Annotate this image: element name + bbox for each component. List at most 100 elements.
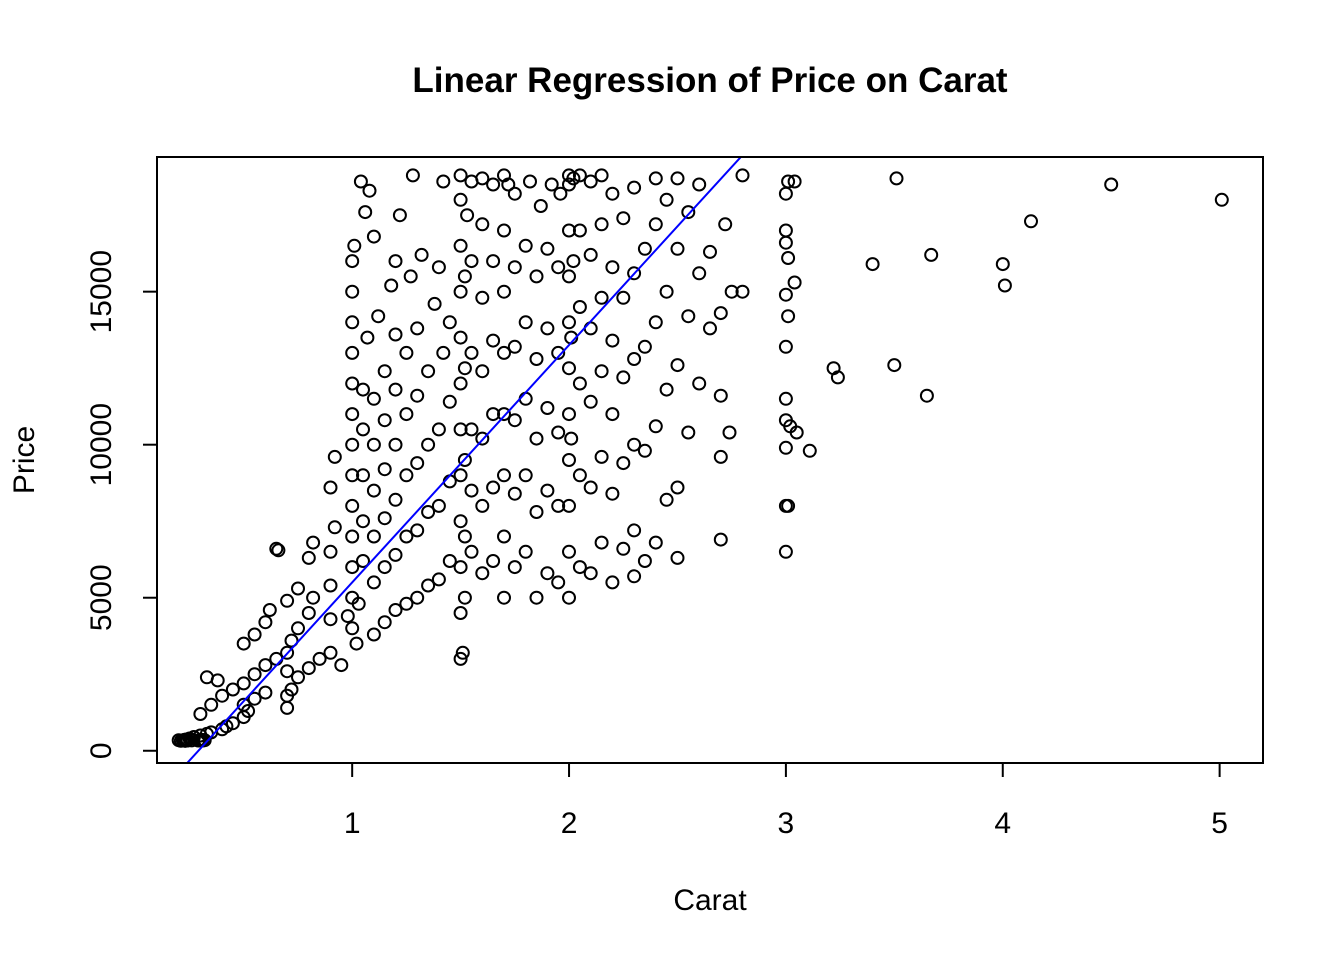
data-point bbox=[627, 523, 642, 538]
data-point bbox=[648, 315, 663, 330]
data-point bbox=[349, 636, 364, 651]
data-point bbox=[605, 333, 620, 348]
data-point bbox=[193, 707, 208, 721]
data-point bbox=[637, 339, 652, 354]
data-point bbox=[703, 244, 717, 259]
data-point bbox=[388, 547, 403, 562]
data-point bbox=[583, 566, 598, 581]
data-point bbox=[377, 364, 392, 379]
data-point bbox=[312, 651, 327, 666]
data-point bbox=[356, 422, 370, 437]
data-point bbox=[713, 306, 728, 321]
data-point bbox=[353, 174, 368, 189]
data-point bbox=[627, 437, 642, 452]
data-point bbox=[616, 211, 631, 226]
data-point bbox=[399, 596, 414, 611]
data-point bbox=[572, 560, 587, 575]
data-point bbox=[236, 676, 251, 691]
y-axis: 0 5000 10000 15000 bbox=[85, 250, 158, 759]
data-point bbox=[562, 453, 576, 467]
data-point bbox=[627, 266, 642, 281]
data-point bbox=[356, 514, 370, 529]
data-point bbox=[388, 254, 403, 269]
data-point bbox=[210, 673, 225, 688]
data-point bbox=[572, 168, 587, 183]
data-point bbox=[345, 284, 360, 299]
data-point bbox=[442, 554, 457, 568]
regression-line bbox=[185, 157, 743, 763]
data-point bbox=[377, 511, 392, 526]
data-point bbox=[366, 437, 381, 452]
data-point bbox=[388, 437, 403, 452]
data-point bbox=[345, 468, 360, 483]
data-point bbox=[562, 590, 576, 605]
data-point bbox=[551, 425, 566, 440]
data-point bbox=[436, 174, 451, 189]
data-point bbox=[616, 541, 631, 556]
data-point bbox=[497, 590, 511, 605]
data-point bbox=[291, 581, 305, 596]
data-point bbox=[186, 730, 201, 744]
data-point bbox=[659, 382, 674, 397]
data-point bbox=[431, 572, 446, 587]
data-point bbox=[453, 606, 468, 620]
data-point bbox=[507, 560, 522, 575]
data-point bbox=[486, 254, 501, 269]
y-axis-label: Price bbox=[8, 426, 41, 494]
data-point bbox=[659, 284, 674, 299]
data-point bbox=[583, 394, 598, 409]
data-point bbox=[616, 456, 631, 471]
data-point bbox=[722, 425, 737, 440]
data-point bbox=[529, 590, 544, 605]
data-point bbox=[637, 554, 652, 568]
data-point bbox=[351, 596, 366, 611]
data-point bbox=[366, 529, 381, 544]
data-point bbox=[453, 168, 468, 183]
data-point bbox=[681, 309, 696, 324]
data-point bbox=[457, 361, 472, 376]
data-point bbox=[280, 593, 295, 608]
data-point bbox=[523, 174, 537, 189]
data-point bbox=[323, 544, 338, 559]
data-point bbox=[670, 358, 685, 373]
data-point bbox=[518, 544, 533, 559]
data-point bbox=[291, 670, 305, 685]
data-point bbox=[301, 661, 316, 676]
data-point bbox=[529, 352, 544, 366]
data-point bbox=[486, 333, 501, 348]
data-point bbox=[507, 339, 522, 354]
data-point bbox=[551, 498, 566, 513]
data-point bbox=[507, 186, 522, 201]
data-point bbox=[564, 431, 579, 446]
data-point bbox=[551, 345, 566, 360]
data-point bbox=[681, 205, 696, 220]
data-point bbox=[280, 688, 295, 703]
x-axis-label: Carat bbox=[673, 884, 747, 917]
data-point bbox=[340, 609, 355, 624]
data-point bbox=[540, 241, 555, 256]
data-point bbox=[529, 431, 544, 446]
data-point bbox=[692, 266, 707, 281]
data-point bbox=[345, 560, 360, 575]
data-point bbox=[572, 468, 587, 483]
data-point bbox=[405, 168, 420, 183]
data-point bbox=[616, 370, 631, 385]
data-point bbox=[280, 664, 295, 679]
data-point bbox=[1104, 177, 1119, 192]
data-point bbox=[453, 192, 468, 207]
data-point bbox=[540, 401, 555, 415]
data-point bbox=[497, 223, 511, 238]
data-point bbox=[427, 296, 442, 311]
data-point bbox=[323, 480, 338, 495]
data-point bbox=[648, 535, 663, 550]
data-point bbox=[789, 425, 804, 440]
data-point bbox=[475, 171, 490, 186]
data-point bbox=[464, 422, 479, 437]
data-point bbox=[327, 520, 342, 535]
data-point bbox=[453, 238, 468, 253]
data-point bbox=[356, 382, 370, 397]
data-point bbox=[540, 483, 555, 498]
plot-area-frame bbox=[156, 156, 1264, 764]
data-point bbox=[605, 407, 620, 422]
data-point bbox=[572, 376, 587, 391]
